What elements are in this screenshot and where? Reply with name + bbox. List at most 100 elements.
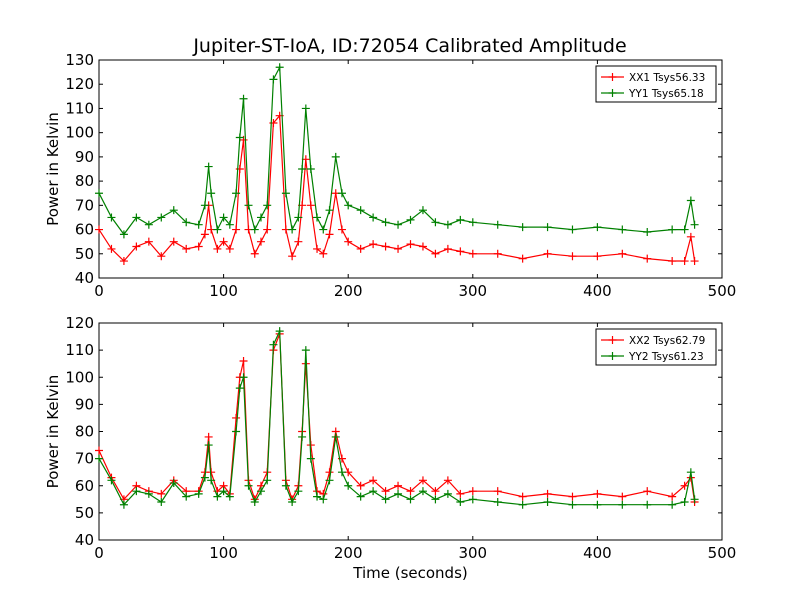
data-point (107, 244, 116, 253)
data-point (468, 487, 477, 496)
data-point (298, 165, 307, 173)
x-tick-label: 500 (708, 282, 737, 300)
data-point (182, 244, 191, 253)
data-point (194, 489, 203, 498)
series-2 (95, 63, 699, 239)
data-point (157, 489, 166, 498)
data-point (418, 242, 427, 251)
data-point (288, 498, 297, 507)
data-point (568, 252, 577, 261)
x-tick-label: 0 (94, 282, 104, 300)
data-point (369, 240, 378, 249)
y-tick-label: 90 (75, 148, 94, 166)
data-point (593, 252, 602, 261)
data-point (288, 225, 297, 234)
data-point (331, 152, 340, 161)
data-point (269, 340, 278, 349)
data-point (643, 500, 652, 509)
data-point (406, 495, 415, 504)
data-point (263, 201, 272, 210)
data-point (95, 446, 103, 455)
data-point (668, 225, 677, 234)
y-tick-label: 100 (65, 368, 94, 386)
data-point (213, 244, 222, 253)
data-point (344, 481, 353, 490)
data-point (288, 252, 297, 261)
data-point (680, 498, 689, 507)
data-point (325, 230, 334, 239)
data-point (107, 213, 116, 222)
data-point (493, 487, 502, 496)
data-point (381, 218, 390, 227)
legend: XX2 Tsys62.79 YY2 Tsys61.23 (595, 328, 717, 366)
legend-label: YY2 Tsys61.23 (628, 351, 704, 363)
x-tick-label: 0 (94, 544, 104, 562)
data-point (456, 489, 465, 498)
y-tick-label: 80 (75, 423, 94, 441)
data-point (331, 432, 340, 441)
bottom-panel: 0 100 200 300 400 500 40 50 60 70 80 90 100 110 120 Pow… (44, 314, 736, 582)
data-point (337, 189, 346, 198)
data-point (356, 206, 365, 215)
data-point (213, 492, 222, 501)
data-point (132, 242, 141, 251)
data-point (468, 249, 477, 258)
data-point (95, 225, 103, 234)
legend-marker (608, 336, 617, 344)
data-point (543, 498, 552, 507)
data-point (686, 468, 695, 477)
x-tick-label: 500 (708, 544, 737, 562)
legend-label: XX2 Tsys62.79 (629, 335, 705, 347)
data-point (119, 257, 128, 266)
data-point (643, 227, 652, 236)
data-point (618, 492, 627, 501)
y-tick-label: 60 (75, 477, 94, 495)
data-point (306, 201, 315, 210)
data-point (690, 495, 699, 504)
legend-box (595, 328, 717, 366)
x-tick-label: 200 (334, 544, 363, 562)
data-point (369, 487, 378, 496)
data-point (313, 244, 322, 253)
data-point (275, 327, 284, 336)
data-point (325, 206, 334, 215)
data-point (493, 249, 502, 258)
data-point (690, 257, 699, 266)
data-point (256, 213, 265, 222)
data-point (518, 492, 527, 501)
data-point (543, 223, 552, 232)
data-point (204, 162, 213, 171)
data-point (443, 476, 452, 485)
y-tick-label: 60 (75, 221, 94, 239)
y-tick-label: 120 (65, 75, 94, 93)
data-point (194, 242, 203, 251)
data-point (325, 468, 334, 477)
data-point (381, 242, 390, 251)
data-point (225, 244, 234, 253)
data-point (207, 189, 216, 198)
data-point (356, 492, 365, 501)
data-point (431, 249, 440, 258)
data-point (344, 201, 353, 210)
data-point (394, 481, 403, 490)
x-tick-label: 400 (583, 544, 612, 562)
data-point (219, 213, 228, 222)
data-point (219, 487, 228, 496)
data-point (269, 75, 278, 84)
top-panel: 0 100 200 300 400 500 40 50 60 70 80 90 100 110 120 130… (44, 51, 736, 300)
data-point (518, 500, 527, 509)
data-point (281, 189, 290, 198)
y-tick-label: 130 (65, 51, 94, 69)
y-tick-label: 90 (75, 395, 94, 413)
data-point (232, 413, 241, 422)
data-point (690, 220, 699, 229)
legend-label: YY1 Tsys65.18 (628, 88, 704, 100)
data-point (686, 196, 695, 205)
data-point (294, 487, 303, 496)
data-point (194, 220, 203, 229)
data-point (325, 476, 334, 485)
data-point (431, 487, 440, 496)
data-point (431, 495, 440, 504)
y-tick-label: 110 (65, 341, 94, 359)
data-point (306, 165, 315, 173)
